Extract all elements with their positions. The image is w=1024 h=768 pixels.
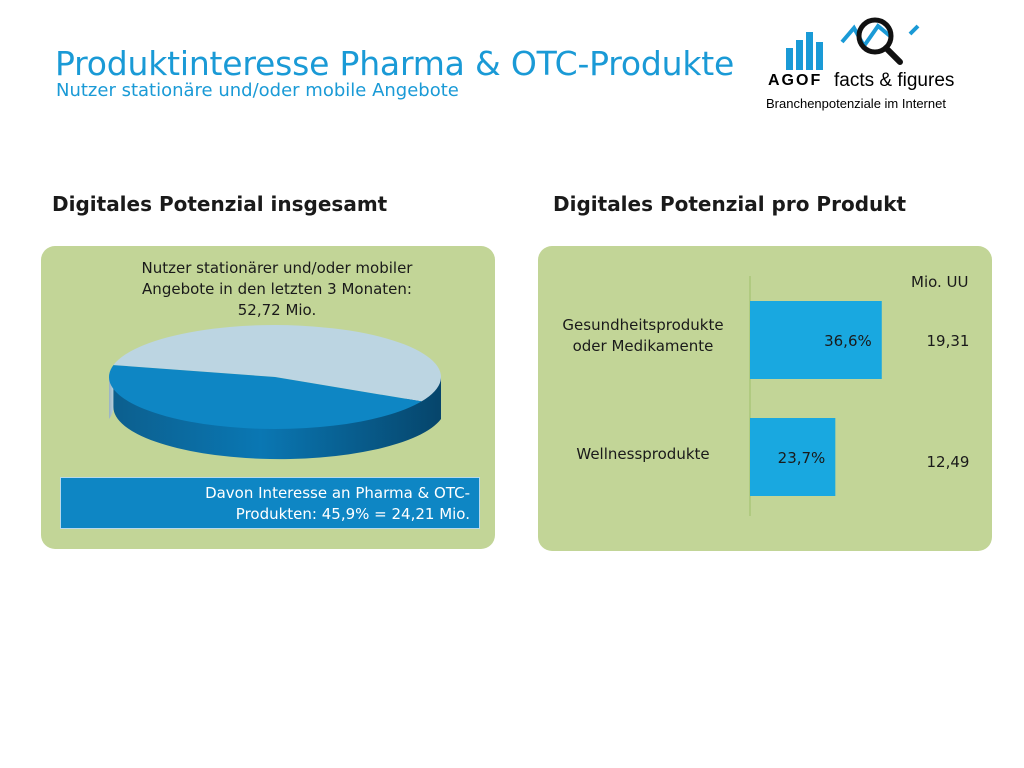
pie-caption-line: Nutzer stationärer und/oder mobiler: [141, 259, 413, 277]
bar-chart: 36,6% Gesundheitsprodukte oder Medikamente…: [562, 276, 970, 516]
pie-slice-side-highlight: [113, 365, 441, 460]
unit-label: Mio. UU: [911, 273, 969, 291]
logo-subtagline: Branchenpotenziale im Internet: [766, 96, 946, 111]
mio-uu-value: 19,31: [927, 332, 970, 350]
left-section-title: Digitales Potenzial insgesamt: [52, 192, 388, 216]
page-title: Produktinteresse Pharma & OTC-Produkte: [55, 44, 735, 83]
logo-graphic: [786, 17, 920, 70]
mio-uu-value: 12,49: [927, 453, 970, 471]
bar-value-label: 23,7%: [778, 449, 826, 467]
category-label: oder Medikamente: [573, 337, 714, 355]
pie-caption-line: Angebote in den letzten 3 Monaten:: [142, 280, 412, 298]
highlight-line: Davon Interesse an Pharma & OTC-: [205, 484, 470, 502]
right-panel: [538, 246, 992, 551]
pie-chart: [109, 325, 442, 460]
category-label: Gesundheitsprodukte: [562, 316, 723, 334]
pie-caption: Nutzer stationärer und/oder mobiler Ange…: [108, 258, 446, 321]
pie-slice-rest: [113, 325, 442, 402]
logo-brand: AGOF: [768, 72, 823, 89]
bar-value-label: 36,6%: [824, 332, 872, 350]
agof-logo: AGOF facts & figures Branchenpotenziale …: [760, 12, 960, 122]
bar: [750, 301, 882, 379]
highlight-line: Produkten: 45,9% = 24,21 Mio.: [235, 505, 470, 523]
pie-caption-line: 52,72 Mio.: [237, 301, 317, 319]
bar: [750, 418, 836, 496]
highlight-box: [60, 477, 480, 529]
logo-tagline: facts & figures: [834, 70, 955, 91]
right-section-title: Digitales Potenzial pro Produkt: [553, 192, 907, 216]
category-label: Wellnessprodukte: [576, 445, 709, 463]
pie-slice-highlight: [109, 365, 422, 429]
highlight-text: Davon Interesse an Pharma & OTC- Produkt…: [70, 483, 470, 525]
page-subtitle: Nutzer stationäre und/oder mobile Angebo…: [56, 80, 459, 101]
